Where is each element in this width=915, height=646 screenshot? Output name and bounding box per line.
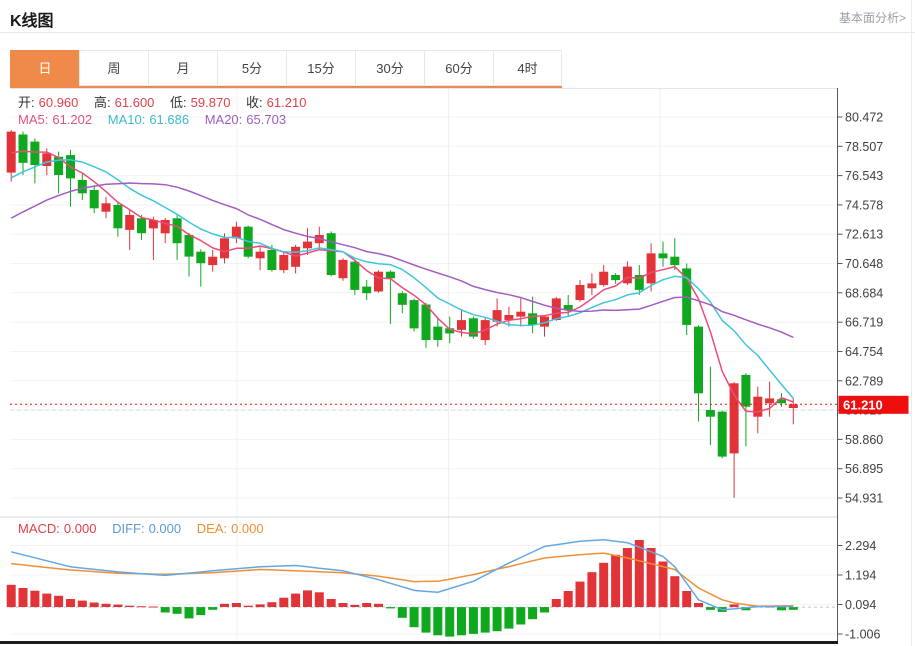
last-price-tag bbox=[838, 395, 909, 414]
axis-tick-label: 66.719 bbox=[845, 316, 883, 330]
high-label: 高: bbox=[94, 95, 111, 110]
axis-tick-label: 80.472 bbox=[845, 111, 883, 125]
ma20-line bbox=[10, 182, 794, 339]
axis-tick-label: 62.789 bbox=[845, 374, 883, 388]
page-right-border bbox=[911, 0, 912, 646]
axis-tick-label: 64.754 bbox=[845, 345, 883, 359]
macd-value: 0.000 bbox=[63, 521, 97, 536]
header-divider bbox=[0, 32, 915, 33]
fundamental-analysis-link[interactable]: 基本面分析> bbox=[838, 11, 906, 25]
open-value: 60.960 bbox=[38, 95, 79, 110]
ma5-value: 61.202 bbox=[52, 112, 93, 127]
ma-legend: MA5: 61.202 MA10: 61.686 MA20: 65.703 bbox=[18, 112, 290, 127]
ma5-label: MA5: bbox=[18, 112, 49, 127]
ohlc-legend: 开: 60.960 高: 61.600 低: 59.870 收: 61.210 bbox=[18, 92, 310, 111]
chart-bottom-border bbox=[0, 641, 838, 644]
low-label: 低: bbox=[170, 95, 187, 110]
candles-group bbox=[6, 130, 798, 498]
ma20-label: MA20: bbox=[204, 112, 243, 127]
macd-histogram bbox=[6, 540, 798, 637]
axis-tick-label: 54.931 bbox=[845, 492, 883, 506]
ma5-line bbox=[11, 150, 794, 413]
last-price-tag-text: 61.210 bbox=[843, 397, 883, 412]
tab-period-8[interactable]: 4时 bbox=[493, 50, 562, 86]
tab-period-5[interactable]: 15分 bbox=[286, 50, 355, 86]
close-label: 收: bbox=[246, 95, 263, 110]
period-tabbar: 日周月 5分 15分 30分 60分 4时 bbox=[10, 50, 562, 88]
close-value: 61.210 bbox=[266, 95, 307, 110]
macd-label: MACD: bbox=[18, 521, 60, 536]
axis-tick-label: 72.613 bbox=[845, 228, 883, 242]
diff-value: 0.000 bbox=[148, 521, 182, 536]
axis-tick-label: 74.578 bbox=[845, 198, 883, 212]
tab-period-3[interactable]: 月 bbox=[148, 50, 217, 86]
ma10-line bbox=[10, 159, 794, 399]
tab-period-2[interactable]: 周 bbox=[79, 50, 148, 86]
axis-tick-label: 58.860 bbox=[845, 433, 883, 447]
axis-tick-label: 78.507 bbox=[845, 140, 883, 154]
tab-period-4[interactable]: 5分 bbox=[217, 50, 286, 86]
low-value: 59.870 bbox=[190, 95, 231, 110]
ma20-value: 65.703 bbox=[246, 112, 287, 127]
axis-tick-label: 1.194 bbox=[845, 569, 876, 583]
open-label: 开: bbox=[18, 95, 35, 110]
axis-tick-label: 68.684 bbox=[845, 286, 883, 300]
dea-value: 0.000 bbox=[231, 521, 264, 536]
axis-tick-label: -1.006 bbox=[845, 628, 880, 642]
axis-tick-label: 76.543 bbox=[845, 169, 883, 183]
axis-tick-label: 2.294 bbox=[845, 539, 876, 553]
ma10-label: MA10: bbox=[107, 112, 146, 127]
tab-period-7[interactable]: 60分 bbox=[424, 50, 493, 86]
axis-tick-label: 56.895 bbox=[845, 462, 883, 476]
kline-canvas[interactable]: 80.472 78.507 76.543 74.578 72.613 70.648 68.6… bbox=[0, 88, 915, 646]
diff-line bbox=[11, 538, 794, 611]
axis-tick-label: 0.094 bbox=[845, 598, 876, 612]
page-title: K线图 bbox=[10, 13, 54, 30]
diff-label: DIFF: bbox=[112, 521, 145, 536]
high-value: 61.600 bbox=[114, 95, 155, 110]
tab-period-6[interactable]: 30分 bbox=[355, 50, 424, 86]
ma10-value: 61.686 bbox=[149, 112, 190, 127]
dea-label: DEA: bbox=[196, 521, 228, 536]
tab-period-1[interactable]: 日 bbox=[10, 50, 79, 86]
axis-tick-label: 70.648 bbox=[845, 257, 883, 271]
macd-legend: MACD: 0.000 DIFF: 0.000 DEA: 0.000 bbox=[18, 521, 268, 536]
